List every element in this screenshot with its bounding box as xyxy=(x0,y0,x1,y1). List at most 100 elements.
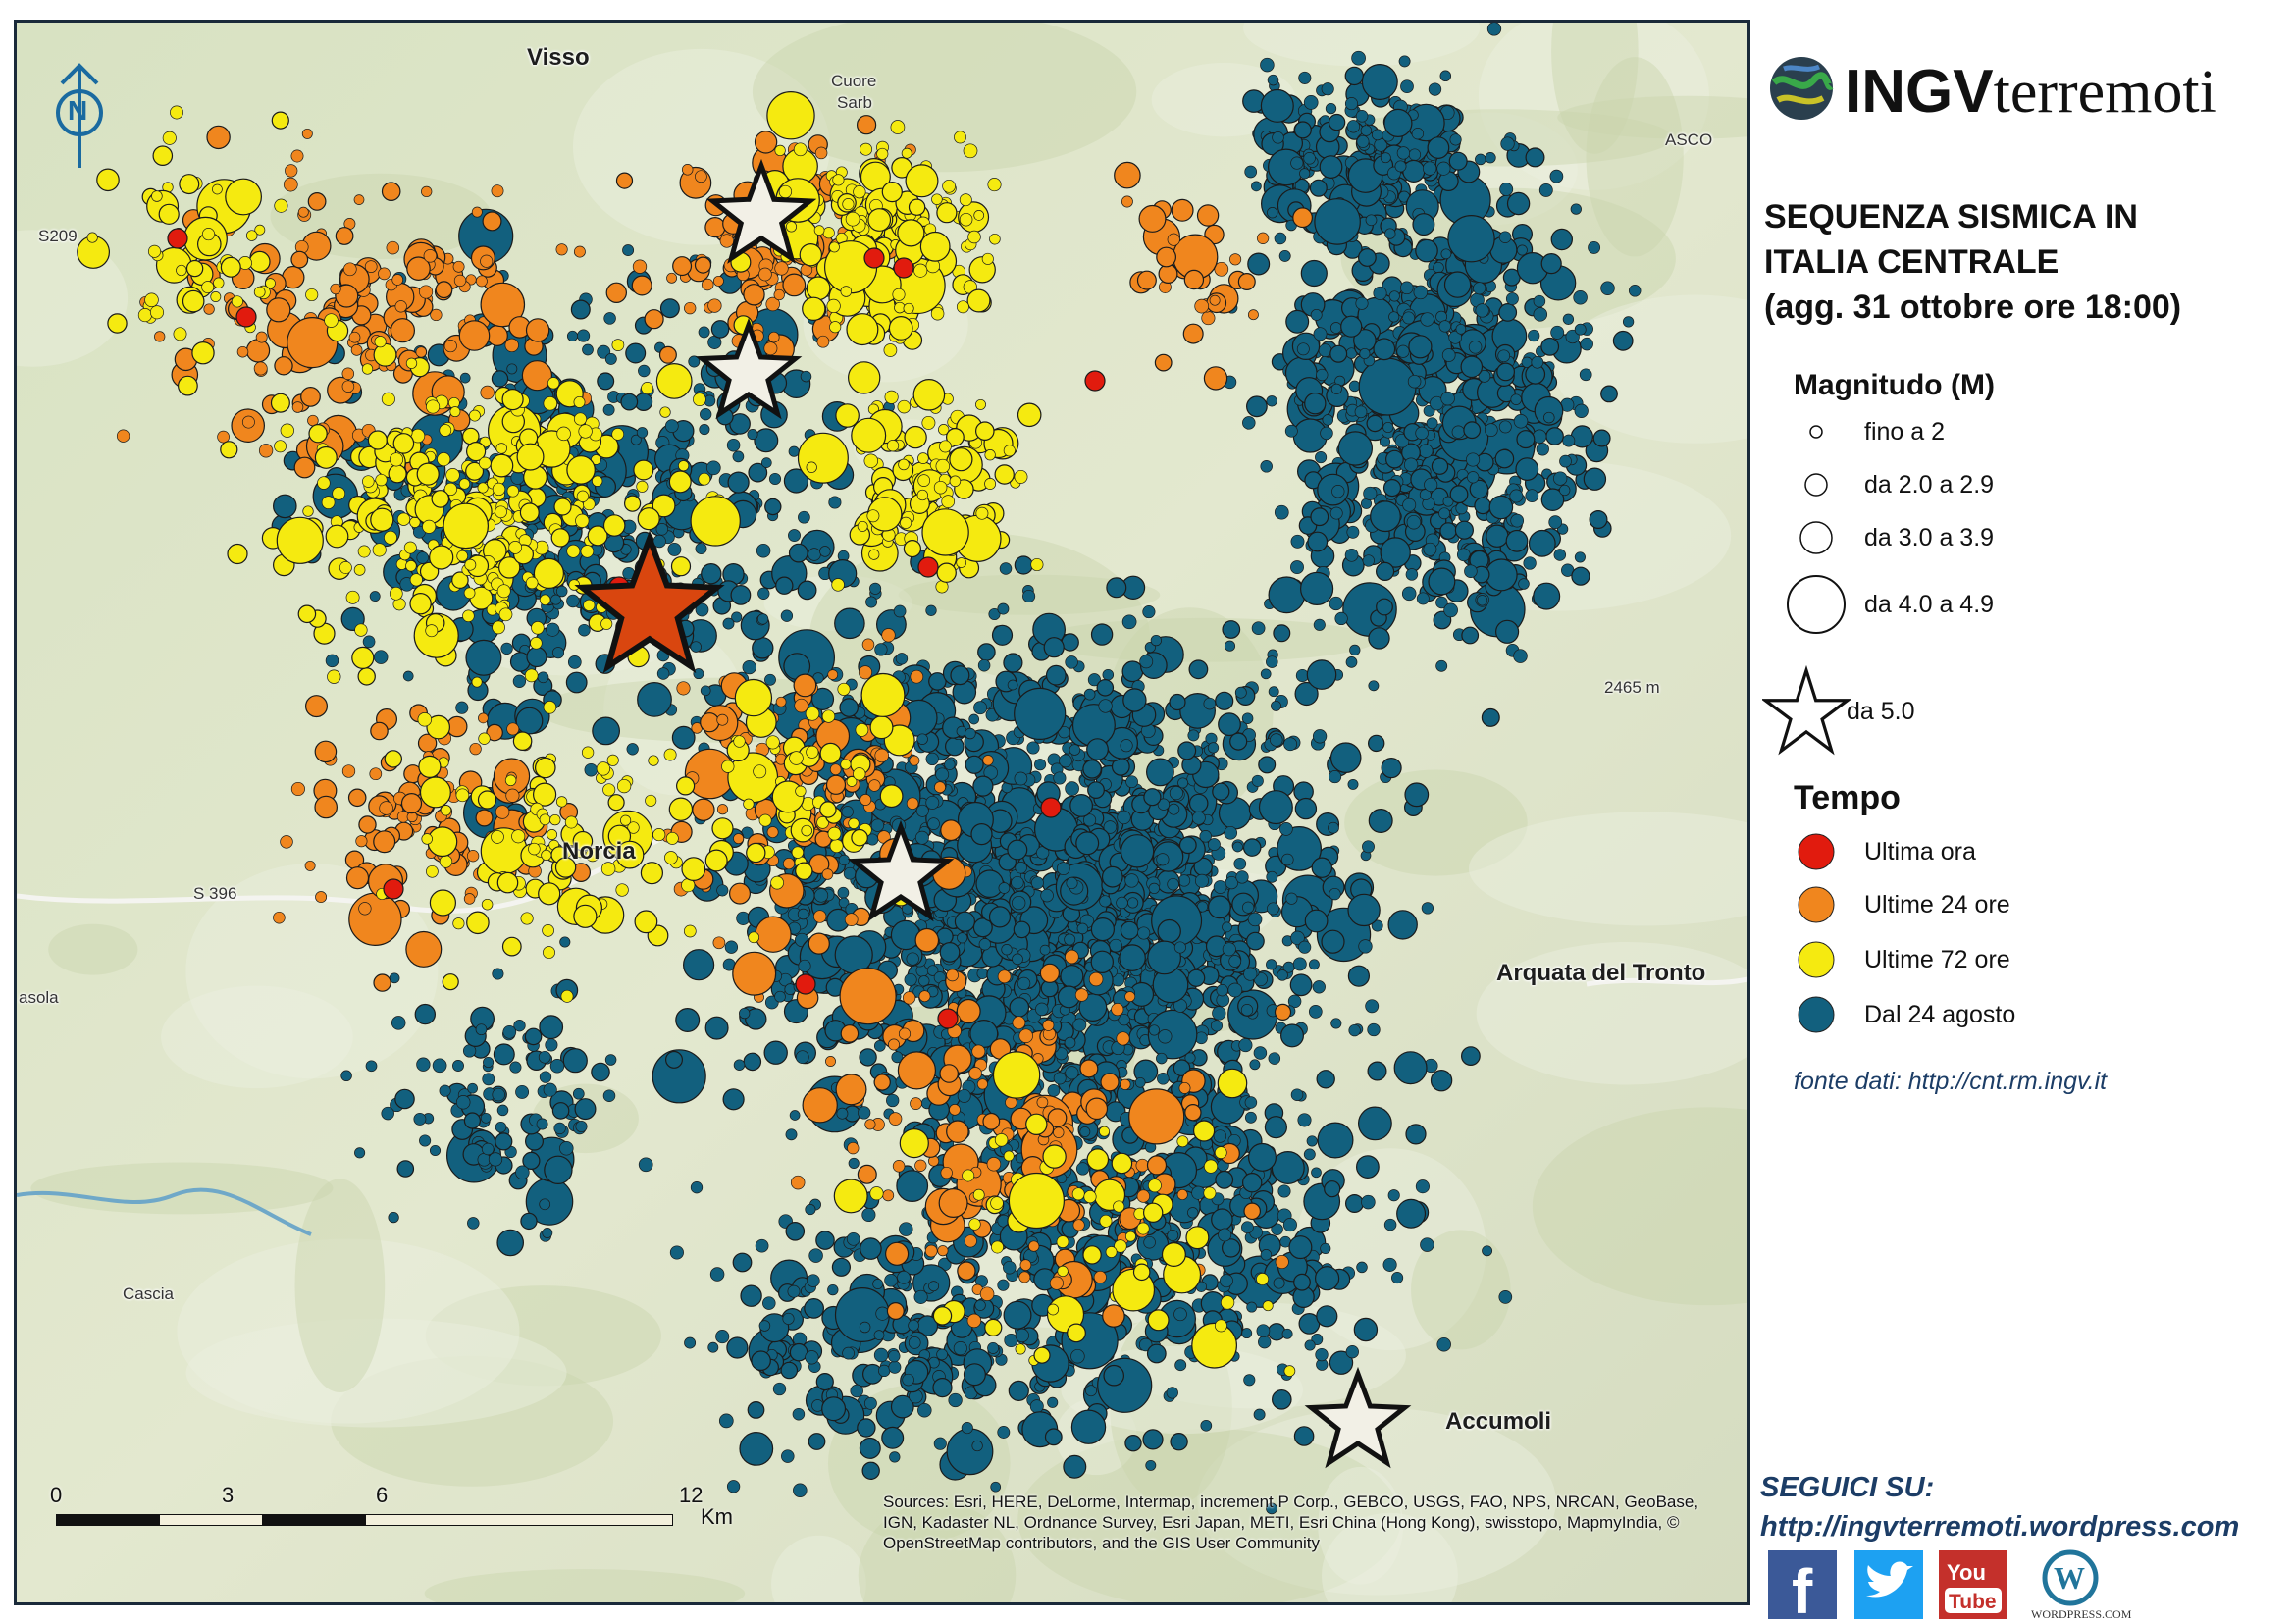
earthquake-point[interactable] xyxy=(897,1051,937,1090)
earthquake-point[interactable] xyxy=(402,670,414,682)
earthquake-point[interactable] xyxy=(1177,777,1189,789)
earthquake-point[interactable] xyxy=(1242,416,1256,430)
earthquake-point[interactable] xyxy=(1329,596,1343,611)
earthquake-point[interactable] xyxy=(842,1346,855,1360)
earthquake-point[interactable] xyxy=(1622,316,1635,328)
earthquake-point[interactable] xyxy=(836,1107,849,1120)
earthquake-point[interactable] xyxy=(1405,568,1419,581)
earthquake-point[interactable] xyxy=(872,1279,884,1289)
earthquake-point[interactable] xyxy=(976,968,989,979)
earthquake-point[interactable] xyxy=(904,972,917,987)
earthquake-point[interactable] xyxy=(1137,926,1151,940)
earthquake-point[interactable] xyxy=(787,1284,801,1298)
earthquake-point[interactable] xyxy=(369,767,383,781)
earthquake-point[interactable] xyxy=(1315,451,1328,464)
earthquake-point[interactable] xyxy=(760,457,772,468)
earthquake-point[interactable] xyxy=(582,343,594,356)
earthquake-point[interactable] xyxy=(957,1261,976,1281)
earthquake-point[interactable] xyxy=(1571,566,1590,586)
earthquake-point[interactable] xyxy=(712,275,724,287)
earthquake-point[interactable] xyxy=(1383,108,1413,138)
earthquake-point[interactable] xyxy=(505,788,520,803)
earthquake-point[interactable] xyxy=(1505,292,1519,306)
earthquake-point[interactable] xyxy=(1304,393,1327,415)
earthquake-point[interactable] xyxy=(1049,1276,1064,1290)
earthquake-point[interactable] xyxy=(861,638,875,652)
earthquake-point[interactable] xyxy=(699,424,710,436)
earthquake-point[interactable] xyxy=(1355,296,1369,310)
earthquake-point[interactable] xyxy=(1430,1069,1453,1092)
earthquake-point[interactable] xyxy=(1157,1073,1170,1085)
earthquake-point[interactable] xyxy=(1509,489,1524,503)
earthquake-point[interactable] xyxy=(755,1238,769,1253)
earthquake-point[interactable] xyxy=(533,557,565,590)
earthquake-point[interactable] xyxy=(245,339,271,363)
earthquake-point[interactable] xyxy=(1156,246,1176,268)
earthquake-point[interactable] xyxy=(633,459,654,481)
earthquake-point[interactable] xyxy=(1120,739,1133,753)
earthquake-point[interactable] xyxy=(1243,967,1258,981)
earthquake-point[interactable] xyxy=(480,385,495,400)
earthquake-point[interactable] xyxy=(1384,449,1404,469)
earthquake-point[interactable] xyxy=(780,609,794,622)
earthquake-point[interactable] xyxy=(413,1112,427,1126)
earthquake-point[interactable] xyxy=(1251,774,1264,787)
earthquake-point[interactable] xyxy=(1018,1271,1031,1283)
earthquake-point[interactable] xyxy=(1007,679,1018,691)
earthquake-point[interactable] xyxy=(1296,342,1310,356)
earthquake-point[interactable] xyxy=(977,643,996,661)
earthquake-point[interactable] xyxy=(924,1244,938,1258)
earthquake-point[interactable] xyxy=(1273,1277,1285,1289)
earthquake-point[interactable] xyxy=(439,1084,451,1097)
earthquake-point[interactable] xyxy=(682,949,715,981)
earthquake-point[interactable] xyxy=(604,352,617,365)
earthquake-point[interactable] xyxy=(847,1141,860,1155)
earthquake-point[interactable] xyxy=(1548,515,1563,529)
earthquake-point[interactable] xyxy=(641,382,654,394)
earthquake-point[interactable] xyxy=(1125,775,1138,789)
earthquake-point[interactable] xyxy=(1494,448,1515,469)
earthquake-point[interactable] xyxy=(938,1187,968,1218)
earthquake-point[interactable] xyxy=(1100,1073,1120,1092)
earthquake-point[interactable] xyxy=(553,1122,566,1135)
earthquake-point[interactable] xyxy=(1271,700,1281,711)
earthquake-point[interactable] xyxy=(709,1267,725,1282)
earthquake-point[interactable] xyxy=(909,755,920,766)
earthquake-point[interactable] xyxy=(821,1396,847,1422)
earthquake-point[interactable] xyxy=(1334,611,1348,626)
earthquake-point[interactable] xyxy=(491,184,504,198)
earthquake-point[interactable] xyxy=(302,505,314,517)
earthquake-point[interactable] xyxy=(1167,877,1179,891)
earthquake-point[interactable] xyxy=(1310,507,1329,527)
earthquake-point[interactable] xyxy=(878,1364,891,1378)
earthquake-point[interactable] xyxy=(898,1027,912,1040)
earthquake-point[interactable] xyxy=(481,1142,495,1156)
earthquake-point[interactable] xyxy=(742,659,756,675)
earthquake-point[interactable] xyxy=(998,882,1011,894)
earthquake-point[interactable] xyxy=(314,740,338,763)
earthquake-point[interactable] xyxy=(1468,341,1483,354)
earthquake-point[interactable] xyxy=(808,1433,826,1450)
earthquake-point[interactable] xyxy=(1069,794,1093,817)
earthquake-point[interactable] xyxy=(203,303,215,315)
earthquake-point[interactable] xyxy=(684,1336,697,1349)
earthquake-point[interactable] xyxy=(1272,1389,1292,1410)
earthquake-point[interactable] xyxy=(1361,63,1398,100)
earthquake-point[interactable] xyxy=(1003,653,1023,673)
earthquake-point[interactable] xyxy=(747,1400,765,1419)
earthquake-point[interactable] xyxy=(1030,876,1044,890)
earthquake-point[interactable] xyxy=(1412,213,1435,236)
earthquake-point[interactable] xyxy=(1402,159,1426,183)
earthquake-point[interactable] xyxy=(793,673,817,698)
earthquake-point[interactable] xyxy=(1284,424,1298,438)
earthquake-point[interactable] xyxy=(797,908,809,920)
earthquake-point[interactable] xyxy=(1298,71,1312,84)
earthquake-point[interactable] xyxy=(638,1157,653,1173)
earthquake-point[interactable] xyxy=(1213,880,1227,894)
earthquake-point[interactable] xyxy=(1358,357,1417,416)
earthquake-point[interactable] xyxy=(396,1160,415,1178)
earthquake-point[interactable] xyxy=(1536,443,1549,456)
earthquake-point[interactable] xyxy=(961,1422,973,1435)
earthquake-point[interactable] xyxy=(478,712,489,724)
earthquake-point[interactable] xyxy=(459,372,471,384)
